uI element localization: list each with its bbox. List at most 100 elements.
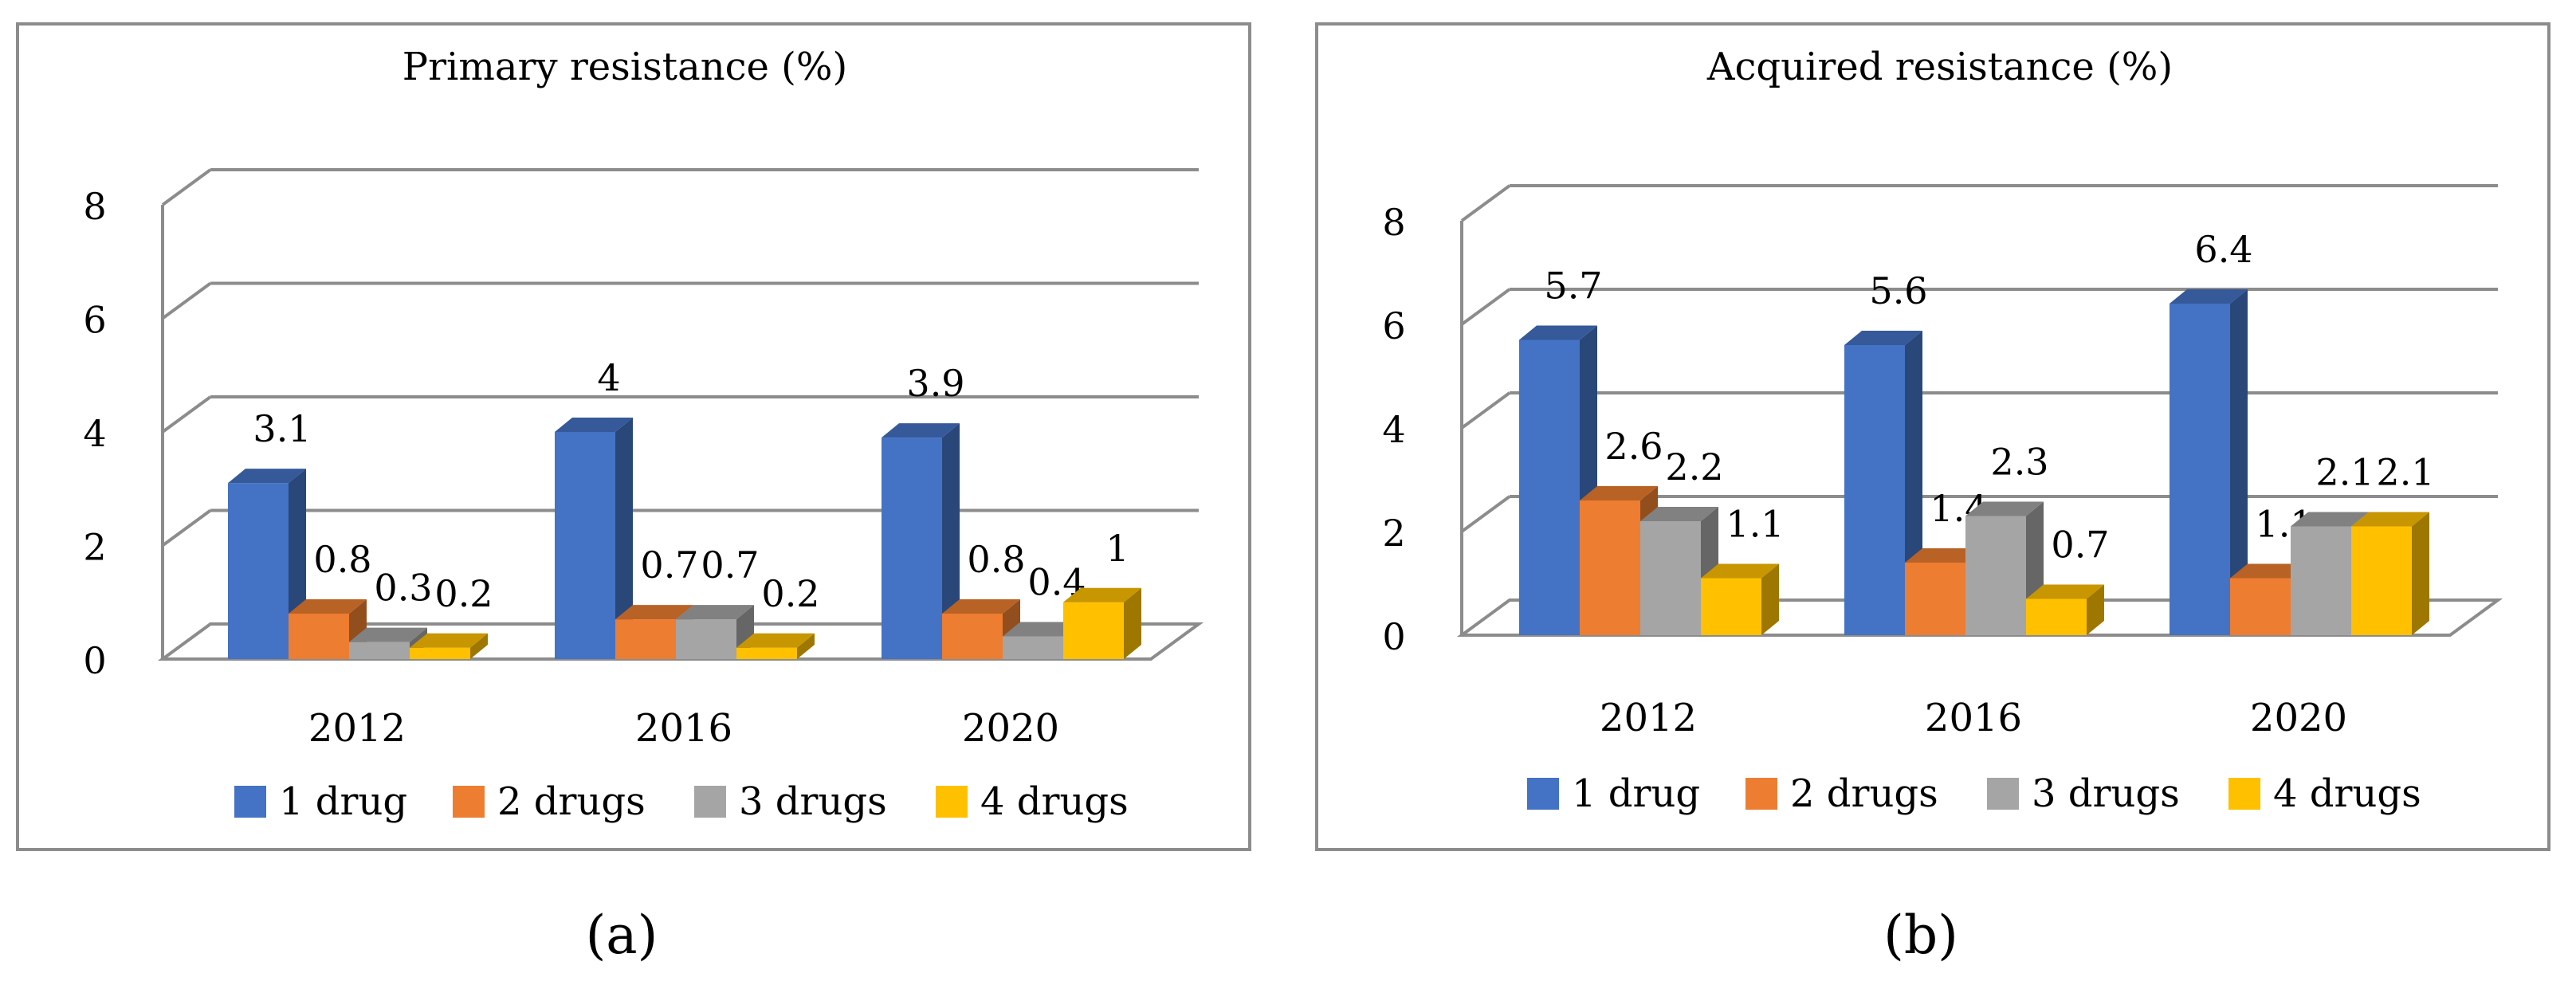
bar-side [942,423,960,659]
legend-entry: 3 drugs [694,779,887,824]
legend-entry: 1 drug [234,779,407,824]
data-label: 2.6 [1604,425,1663,468]
legend-entry: 4 drugs [936,779,1129,824]
gridline-wall [1460,391,1511,430]
y-tick-label: 4 [1382,408,1405,451]
bar [1965,501,2044,635]
bar-front [1519,339,1580,635]
legend-swatch [1527,778,1559,810]
bar-front [228,483,289,659]
bar-front [942,614,1003,659]
bar-front [1063,602,1124,659]
data-label: 0.2 [761,572,819,615]
data-label: 3.1 [253,407,311,450]
bar-top [2170,289,2248,304]
bar-top [1003,622,1081,637]
data-label: 1.1 [1726,503,1784,546]
x-tick-label: 2020 [962,706,1059,751]
gridline-wall [161,395,212,434]
chart-panel-primary: Primary resistance (%) 0 2 4 6 8 3.1 0.8 0.3 0.2 2… [16,22,1251,851]
panel-label-b: (b) [1883,905,1958,966]
bar-front [1003,636,1063,659]
bar-front [1844,345,1905,635]
legend-swatch [694,786,726,818]
data-label: 2.1 [2376,451,2434,494]
legend-swatch [1987,778,2019,810]
bar-top [1905,548,1983,563]
legend-label: 2 drugs [497,779,646,824]
y-tick-label: 4 [83,412,106,455]
acquired-resistance-chart: Acquired resistance (%) 0 2 4 6 8 5.7 2.6 2.21.1… [1382,45,2503,816]
bar-front [1905,563,1965,635]
bar-front [1640,521,1701,635]
gridline-wall [161,508,212,547]
legend-label: 2 drugs [1790,771,1938,816]
chart-title: Acquired resistance (%) [1706,45,2173,89]
bar-top [736,633,815,648]
gridline-wall [1460,495,1511,533]
bar [410,633,488,659]
bar-front [736,647,797,659]
bar-front [615,619,676,659]
bar-top [410,633,488,648]
bar-top [1844,331,1922,345]
bar [736,633,815,659]
y-tick-label: 8 [1382,201,1405,244]
chart-floor [157,622,1204,661]
chart-panel-acquired: Acquired resistance (%) 0 2 4 6 8 5.7 2.6 2.2 1.1… [1315,22,2550,851]
bar [1844,331,1922,635]
bar [1701,563,1779,635]
bar-top [1965,501,2044,516]
bar [228,469,306,659]
bar-front [410,647,470,659]
bar-side [1761,563,1779,635]
legend-label: 4 drugs [2273,771,2421,816]
chart-floor [1456,598,2503,637]
bar-top [676,605,754,620]
y-tick-label: 6 [1382,304,1405,347]
data-label: 0.8 [967,538,1025,581]
x-tick-label: 2012 [308,706,406,751]
bar-top [942,599,1020,614]
bar-top [1580,486,1658,500]
bar-top [1701,563,1779,579]
legend-entry: 2 drugs [453,779,646,824]
bar-top [1063,587,1141,602]
y-tick-label: 2 [83,526,106,569]
y-tick-label: 6 [83,299,106,342]
y-tick-label: 0 [83,639,106,682]
data-label: 6.4 [2194,228,2252,271]
bar-top [615,605,693,620]
bar-front [349,642,410,659]
legend-swatch [2228,778,2260,810]
data-label: 2.3 [1990,441,2048,484]
bar-top [2351,512,2429,527]
bar [2026,584,2104,635]
bar-top [2230,563,2308,579]
data-label: 4 [597,356,620,399]
bar [2170,289,2248,635]
bar-side [470,633,488,659]
data-label: 0.3 [374,567,432,610]
legend-swatch [234,786,266,818]
data-label: 0.2 [434,572,493,615]
legend-label: 3 drugs [739,779,887,824]
legend-entry: 2 drugs [1745,771,1938,816]
bar [2351,512,2429,635]
bar-front [1965,516,2026,635]
bar-side [2412,512,2429,635]
legend-entry: 1 drug [1527,771,1700,816]
gridline-wall [1460,288,1511,326]
bar-front [2351,526,2412,635]
bar [555,418,633,659]
bar-top [2291,512,2369,527]
legend-label: 4 drugs [980,779,1129,824]
x-tick-label: 2016 [635,706,732,751]
data-label: 5.7 [1544,265,1602,308]
legend-label: 1 drug [279,779,407,824]
bar-top [2026,584,2104,599]
bar-front [882,438,942,659]
bar-top [228,469,306,484]
bar-top [349,627,427,642]
